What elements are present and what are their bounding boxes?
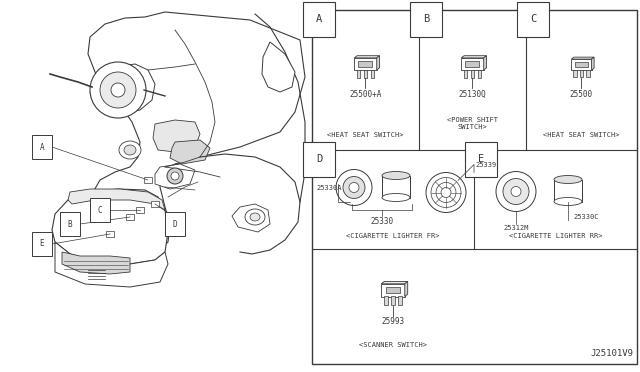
Text: <SCANNER SWITCH>: <SCANNER SWITCH> — [359, 342, 427, 348]
Polygon shape — [355, 58, 377, 70]
Bar — [126, 214, 134, 220]
Polygon shape — [461, 56, 486, 58]
Text: 25330C: 25330C — [573, 214, 598, 219]
Polygon shape — [52, 189, 168, 264]
Bar — [136, 207, 144, 213]
Polygon shape — [153, 120, 200, 152]
Bar — [371, 70, 374, 78]
Circle shape — [111, 83, 125, 97]
Text: D: D — [173, 219, 177, 228]
Ellipse shape — [554, 198, 582, 205]
Circle shape — [171, 172, 179, 180]
Text: A: A — [316, 14, 323, 24]
Ellipse shape — [382, 193, 410, 202]
Polygon shape — [62, 252, 130, 274]
Circle shape — [426, 173, 466, 212]
Bar — [573, 70, 577, 77]
Text: <HEAT SEAT SWITCH>: <HEAT SEAT SWITCH> — [327, 132, 404, 138]
Circle shape — [336, 170, 372, 205]
Bar — [391, 296, 395, 305]
Circle shape — [343, 176, 365, 199]
Bar — [358, 61, 372, 67]
Bar — [586, 70, 589, 77]
Circle shape — [167, 168, 183, 184]
Text: 25339: 25339 — [475, 161, 496, 167]
Text: C: C — [98, 205, 102, 215]
Text: B: B — [423, 14, 429, 24]
Ellipse shape — [250, 213, 260, 221]
Text: D: D — [316, 154, 323, 164]
Polygon shape — [404, 282, 408, 296]
Circle shape — [496, 171, 536, 212]
Text: <HEAT SEAT SWITCH>: <HEAT SEAT SWITCH> — [543, 132, 620, 138]
Ellipse shape — [119, 141, 141, 159]
Polygon shape — [572, 57, 594, 59]
Polygon shape — [232, 204, 270, 232]
Text: 25330: 25330 — [371, 217, 394, 225]
Bar — [398, 296, 403, 305]
Text: 25312M: 25312M — [503, 224, 529, 231]
Polygon shape — [262, 42, 295, 92]
Bar — [382, 176, 410, 198]
Polygon shape — [55, 242, 168, 287]
Bar — [312, 10, 637, 364]
Bar — [144, 177, 152, 183]
Polygon shape — [170, 140, 210, 164]
Text: J25101V9: J25101V9 — [590, 349, 633, 358]
Bar — [364, 70, 367, 78]
Bar — [477, 70, 481, 78]
Polygon shape — [90, 64, 155, 114]
Bar — [106, 231, 114, 237]
Text: C: C — [530, 14, 536, 24]
Polygon shape — [572, 59, 591, 70]
Circle shape — [503, 179, 529, 205]
Text: <POWER SHIFT
SWITCH>: <POWER SHIFT SWITCH> — [447, 116, 498, 130]
Bar — [151, 201, 159, 207]
Circle shape — [100, 72, 136, 108]
Bar — [554, 180, 582, 202]
Bar — [383, 296, 388, 305]
Circle shape — [511, 186, 521, 196]
Text: 25993: 25993 — [381, 317, 404, 327]
Bar — [463, 70, 467, 78]
Bar — [356, 70, 360, 78]
Polygon shape — [355, 56, 380, 58]
Text: 25330A: 25330A — [316, 185, 342, 190]
Polygon shape — [381, 282, 408, 284]
Text: A: A — [40, 142, 44, 151]
Polygon shape — [484, 56, 486, 70]
Text: 25500: 25500 — [570, 90, 593, 99]
Text: B: B — [68, 219, 72, 228]
Polygon shape — [381, 284, 404, 296]
Text: 25500+A: 25500+A — [349, 90, 381, 99]
Text: E: E — [40, 240, 44, 248]
Polygon shape — [155, 164, 195, 189]
Ellipse shape — [382, 171, 410, 180]
Polygon shape — [68, 189, 165, 210]
Polygon shape — [377, 56, 380, 70]
Polygon shape — [591, 57, 594, 70]
Bar — [580, 70, 583, 77]
Ellipse shape — [554, 176, 582, 183]
Bar — [575, 62, 588, 67]
Ellipse shape — [245, 209, 265, 225]
Ellipse shape — [124, 145, 136, 155]
Circle shape — [90, 62, 146, 118]
Polygon shape — [461, 58, 484, 70]
Circle shape — [349, 183, 359, 192]
Polygon shape — [88, 12, 305, 257]
Text: <CIGARETTE LIGHTER FR>: <CIGARETTE LIGHTER FR> — [346, 233, 440, 239]
Text: <CIGARETTE LIGHTER RR>: <CIGARETTE LIGHTER RR> — [509, 233, 602, 239]
Text: E: E — [478, 154, 484, 164]
Text: 25130Q: 25130Q — [459, 90, 486, 99]
Bar — [470, 70, 474, 78]
Bar — [465, 61, 479, 67]
Bar — [386, 287, 401, 293]
